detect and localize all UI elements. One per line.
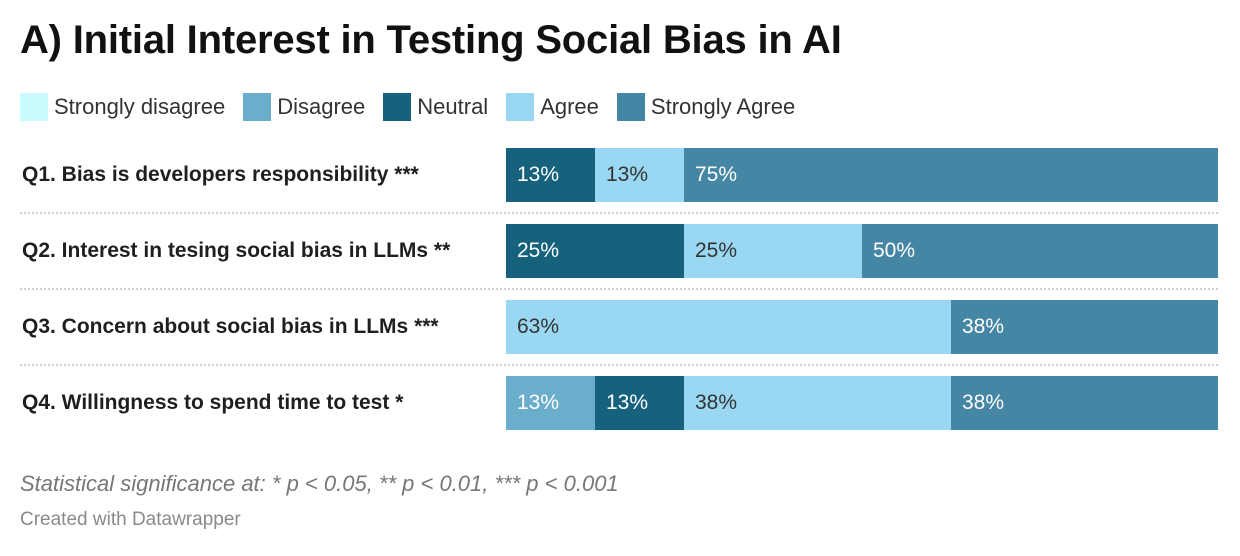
data-label: 25% xyxy=(695,239,738,262)
bar-segment-agree: 13% xyxy=(595,148,684,202)
legend-item-strongly-agree: Strongly Agree xyxy=(616,93,796,121)
legend-swatch-strongly-disagree xyxy=(20,93,48,121)
legend-item-agree: Agree xyxy=(506,93,599,121)
bar-segment-agree: 25% xyxy=(684,224,862,278)
chart-title: A) Initial Interest in Testing Social Bi… xyxy=(20,18,842,62)
stacked-bar: 13% 13% 75% xyxy=(506,148,1218,202)
bar-segment-neutral: 13% xyxy=(595,376,684,430)
bar-segment-neutral: 25% xyxy=(506,224,684,278)
bar-segment-agree: 63% xyxy=(506,300,951,354)
legend-item-neutral: Neutral xyxy=(383,93,488,121)
stacked-bar: 13% 13% 38% 38% xyxy=(506,376,1218,430)
data-label: 38% xyxy=(962,391,1005,414)
legend-label: Neutral xyxy=(417,94,489,119)
bar-row: Q1. Bias is developers responsibility **… xyxy=(20,148,1218,202)
bar-segment-strongly-agree: 75% xyxy=(684,148,1218,202)
stacked-bar: 63% 38% xyxy=(506,300,1218,354)
data-label: 13% xyxy=(606,163,649,186)
bar-row: Q4. Willingness to spend time to test * 1… xyxy=(20,376,1218,430)
legend-label: Strongly Agree xyxy=(650,94,796,119)
legend-label: Strongly disagree xyxy=(54,94,226,119)
data-label: 38% xyxy=(695,391,738,414)
row-divider xyxy=(20,364,1218,366)
stacked-bar: 25% 25% 50% xyxy=(506,224,1218,278)
data-label: 13% xyxy=(517,163,560,186)
legend-swatch-strongly-agree xyxy=(616,93,645,121)
category-label: Q1. Bias is developers responsibility **… xyxy=(22,163,419,186)
category-label: Q2. Interest in tesing social bias in LL… xyxy=(22,239,451,262)
category-label: Q3. Concern about social bias in LLMs **… xyxy=(22,315,439,338)
bar-segment-strongly-agree: 38% xyxy=(951,376,1218,430)
bar-segment-strongly-agree: 38% xyxy=(951,300,1218,354)
bar-row: Q2. Interest in tesing social bias in LL… xyxy=(20,224,1218,278)
legend-label: Agree xyxy=(540,94,599,119)
data-label: 50% xyxy=(873,239,916,262)
legend-swatch-agree xyxy=(506,93,535,121)
credit-line: Created with Datawrapper xyxy=(20,509,241,530)
significance-note: Statistical significance at: * p < 0.05,… xyxy=(20,471,619,496)
bar-segment-neutral: 13% xyxy=(506,148,595,202)
data-label: 63% xyxy=(517,315,560,338)
row-divider xyxy=(20,212,1218,214)
data-label: 13% xyxy=(517,391,560,414)
legend-item-strongly-disagree: Strongly disagree xyxy=(20,93,225,121)
category-label: Q4. Willingness to spend time to test * xyxy=(22,391,404,414)
data-label: 75% xyxy=(695,163,738,186)
legend-label: Disagree xyxy=(277,94,366,119)
row-divider xyxy=(20,288,1218,290)
legend-item-disagree: Disagree xyxy=(243,93,365,121)
bar-row: Q3. Concern about social bias in LLMs **… xyxy=(20,300,1218,354)
legend-swatch-neutral xyxy=(383,93,412,121)
bar-segment-disagree: 13% xyxy=(506,376,595,430)
data-label: 38% xyxy=(962,315,1005,338)
legend-swatch-disagree xyxy=(243,93,272,121)
bar-segment-strongly-agree: 50% xyxy=(862,224,1218,278)
legend: Strongly disagree Disagree Neutral Agree Str… xyxy=(20,92,813,122)
data-label: 13% xyxy=(606,391,649,414)
bar-segment-agree: 38% xyxy=(684,376,951,430)
data-label: 25% xyxy=(517,239,560,262)
